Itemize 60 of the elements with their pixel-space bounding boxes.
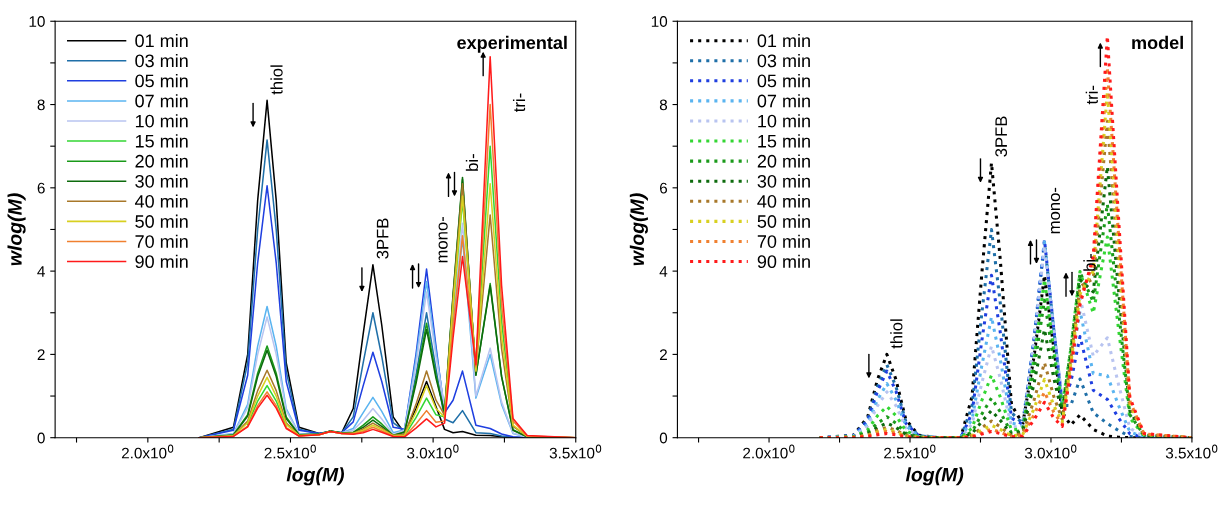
x-axis-title: log(M) [286, 467, 345, 486]
x-tick-label: 3.5x10$^{0}$ [1165, 444, 1218, 459]
legend-label: 90 min [135, 254, 188, 269]
y-tick-label: 4 [659, 266, 668, 277]
x-tick-label: 2.5x10$^{0}$ [264, 444, 316, 459]
legend-label: 40 min [134, 194, 188, 208]
y-tick-label: 2 [37, 349, 45, 360]
x-tick-label: 2.0x10$^{0}$ [121, 444, 174, 459]
legend-label: 07 min [135, 94, 188, 108]
legend-label: 30 min [757, 174, 810, 188]
legend-label: 01 min [757, 33, 810, 48]
y-tick-label: 4 [37, 266, 45, 277]
legend-label: 20 min [135, 154, 188, 168]
y-tick-label: 8 [659, 99, 668, 111]
y-axis-title: wlog(M) [629, 193, 648, 266]
legend-label: 01 min [135, 33, 188, 48]
annotation: tri- [1085, 85, 1098, 105]
legend-label: 03 min [757, 53, 810, 68]
x-tick-label: 3.0x10$^{0}$ [1024, 444, 1077, 459]
annotation: 3PFB [995, 116, 1008, 157]
x-tick-label: 3.0x10$^{0}$ [407, 444, 459, 459]
legend-label: 50 min [135, 214, 188, 228]
y-tick-label: 0 [37, 432, 45, 444]
legend-label: 05 min [135, 74, 188, 88]
legend-label: 15 min [758, 134, 810, 148]
annotation: mono- [438, 216, 448, 263]
legend-label: 50 min [757, 214, 810, 228]
y-tick-label: 8 [37, 99, 45, 111]
annotation: 3PFB [376, 218, 389, 259]
y-tick-label: 0 [659, 432, 668, 444]
annotation: model [1132, 35, 1183, 50]
annotation: thiol [890, 319, 903, 349]
legend-label: 70 min [757, 234, 810, 248]
legend-label: 90 min [757, 254, 810, 269]
legend-label: 07 min [757, 94, 810, 108]
legend-label: 20 min [757, 154, 810, 168]
y-axis-title: wlog(M) [7, 193, 26, 266]
y-tick-label: 6 [659, 182, 668, 194]
legend-label: 10 min [758, 114, 810, 128]
legend-label: 03 min [135, 53, 188, 68]
annotation: bi- [1083, 254, 1096, 271]
annotation: tri- [512, 93, 526, 112]
y-tick-label: 2 [659, 349, 667, 360]
legend-label: 05 min [757, 74, 810, 88]
x-tick-label: 3.5x10$^{0}$ [549, 444, 602, 459]
x-tick-label: 2.5x10$^{0}$ [884, 444, 936, 459]
annotation: bi- [465, 154, 479, 171]
legend-label: 70 min [135, 234, 188, 248]
y-tick-label: 6 [37, 182, 45, 194]
x-tick-label: 2.0x10$^{0}$ [743, 444, 795, 459]
legend-label: 40 min [757, 194, 810, 208]
legend-label: 30 min [135, 174, 188, 188]
y-tick-label: 10 [651, 16, 668, 27]
y-tick-label: 10 [29, 16, 45, 27]
legend-label: 10 min [135, 114, 188, 128]
annotation: mono- [1050, 187, 1061, 234]
legend-label: 15 min [135, 134, 188, 148]
annotation: thiol [270, 65, 283, 95]
annotation: experimental [457, 35, 567, 53]
x-axis-title: log(M) [905, 467, 964, 486]
